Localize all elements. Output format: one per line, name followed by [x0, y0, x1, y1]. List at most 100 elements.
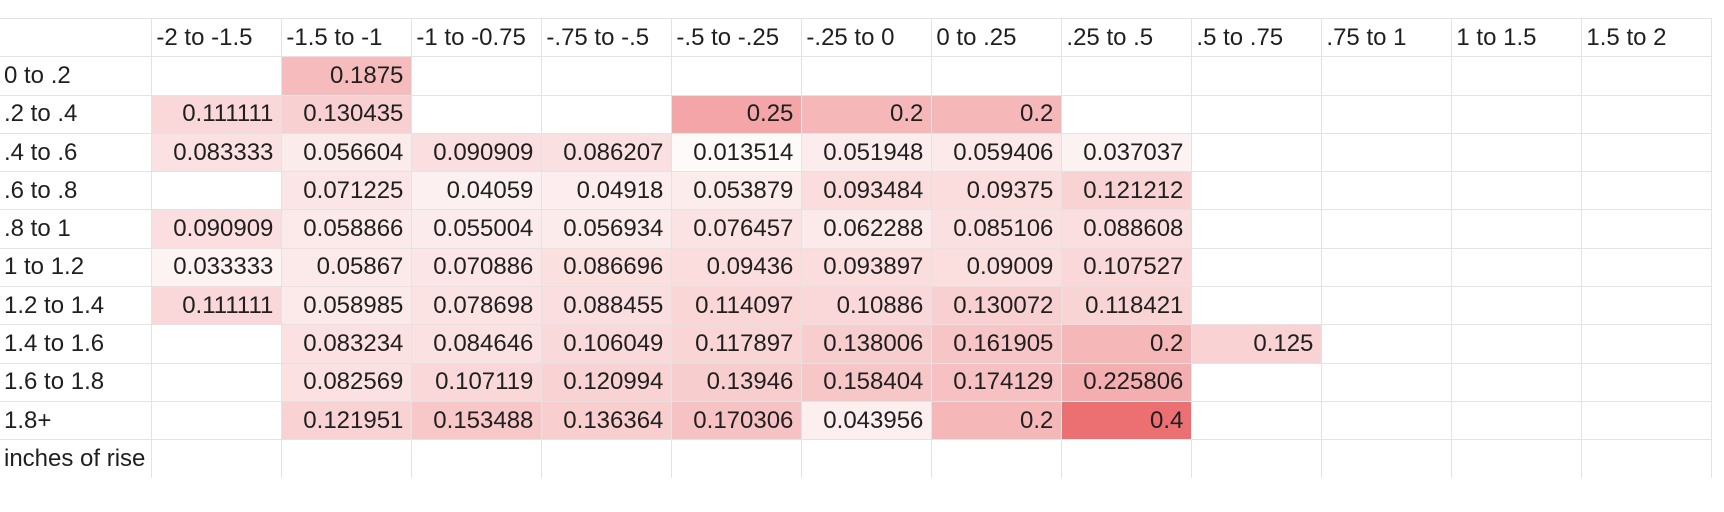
- column-header-cell[interactable]: -1.5 to -1: [281, 17, 413, 58]
- value-cell[interactable]: 0.111111: [151, 95, 283, 134]
- column-header-cell[interactable]: 1.5 to 2: [1581, 17, 1713, 58]
- value-cell[interactable]: [671, 439, 803, 479]
- value-cell[interactable]: 0.120994: [541, 363, 673, 402]
- row-label-cell[interactable]: 1.2 to 1.4: [0, 286, 153, 326]
- column-header-cell[interactable]: -.25 to 0: [801, 17, 933, 58]
- value-cell[interactable]: [541, 56, 673, 96]
- value-cell[interactable]: [801, 439, 933, 479]
- value-cell[interactable]: [1191, 439, 1323, 479]
- value-cell[interactable]: [1321, 133, 1453, 173]
- value-cell[interactable]: 0.130072: [931, 286, 1063, 326]
- value-cell[interactable]: [1581, 133, 1713, 173]
- value-cell[interactable]: [1581, 363, 1713, 402]
- value-cell[interactable]: 0.090909: [411, 133, 543, 173]
- value-cell[interactable]: [1321, 439, 1453, 479]
- value-cell[interactable]: [1061, 56, 1193, 96]
- value-cell[interactable]: [1451, 95, 1583, 134]
- value-cell[interactable]: [1581, 95, 1713, 134]
- column-header-cell[interactable]: .25 to .5: [1061, 17, 1193, 58]
- value-cell[interactable]: [1321, 248, 1453, 288]
- row-label-cell[interactable]: .2 to .4: [0, 95, 153, 134]
- value-cell[interactable]: [411, 56, 543, 96]
- row-label-cell[interactable]: .6 to .8: [0, 171, 153, 211]
- value-cell[interactable]: [1321, 171, 1453, 211]
- value-cell[interactable]: 0.121212: [1061, 171, 1193, 211]
- value-cell[interactable]: 0.130435: [281, 95, 413, 134]
- value-cell[interactable]: 0.2: [801, 95, 933, 134]
- value-cell[interactable]: [1061, 439, 1193, 479]
- value-cell[interactable]: 0.107527: [1061, 248, 1193, 288]
- value-cell[interactable]: 0.117897: [671, 324, 803, 364]
- value-cell[interactable]: [1451, 439, 1583, 479]
- value-cell[interactable]: 0.111111: [151, 286, 283, 326]
- value-cell[interactable]: 0.033333: [151, 248, 283, 288]
- value-cell[interactable]: 0.125: [1191, 324, 1323, 364]
- value-cell[interactable]: 0.086696: [541, 248, 673, 288]
- value-cell[interactable]: [1581, 324, 1713, 364]
- value-cell[interactable]: [151, 324, 283, 364]
- value-cell[interactable]: [1581, 286, 1713, 326]
- row-label-cell[interactable]: inches of rise: [0, 439, 153, 479]
- value-cell[interactable]: [1321, 56, 1453, 96]
- value-cell[interactable]: [1451, 248, 1583, 288]
- value-cell[interactable]: [1581, 209, 1713, 249]
- value-cell[interactable]: [1451, 56, 1583, 96]
- row-label-cell[interactable]: 1.4 to 1.6: [0, 324, 153, 364]
- value-cell[interactable]: 0.083234: [281, 324, 413, 364]
- value-cell[interactable]: 0.114097: [671, 286, 803, 326]
- value-cell[interactable]: [151, 439, 283, 479]
- column-header-cell[interactable]: 1 to 1.5: [1451, 17, 1583, 58]
- value-cell[interactable]: [1581, 56, 1713, 96]
- value-cell[interactable]: [151, 56, 283, 96]
- value-cell[interactable]: [1191, 363, 1323, 402]
- value-cell[interactable]: 0.056934: [541, 209, 673, 249]
- column-header-cell[interactable]: .5 to .75: [1191, 17, 1323, 58]
- column-header-cell[interactable]: -1 to -0.75: [411, 17, 543, 58]
- value-cell[interactable]: [1581, 439, 1713, 479]
- value-cell[interactable]: 0.090909: [151, 209, 283, 249]
- value-cell[interactable]: 0.085106: [931, 209, 1063, 249]
- value-cell[interactable]: [1451, 324, 1583, 364]
- value-cell[interactable]: [1581, 171, 1713, 211]
- value-cell[interactable]: 0.04059: [411, 171, 543, 211]
- value-cell[interactable]: [151, 363, 283, 402]
- value-cell[interactable]: 0.059406: [931, 133, 1063, 173]
- value-cell[interactable]: [1321, 324, 1453, 364]
- corner-cell[interactable]: [0, 17, 153, 58]
- value-cell[interactable]: [281, 439, 413, 479]
- value-cell[interactable]: [411, 95, 543, 134]
- value-cell[interactable]: 0.076457: [671, 209, 803, 249]
- value-cell[interactable]: 0.058985: [281, 286, 413, 326]
- value-cell[interactable]: [1191, 133, 1323, 173]
- value-cell[interactable]: 0.088608: [1061, 209, 1193, 249]
- value-cell[interactable]: 0.174129: [931, 363, 1063, 402]
- value-cell[interactable]: [1451, 171, 1583, 211]
- value-cell[interactable]: 0.078698: [411, 286, 543, 326]
- value-cell[interactable]: [931, 439, 1063, 479]
- value-cell[interactable]: [541, 95, 673, 134]
- value-cell[interactable]: 0.13946: [671, 363, 803, 402]
- row-label-cell[interactable]: 1 to 1.2: [0, 248, 153, 288]
- value-cell[interactable]: [1191, 56, 1323, 96]
- value-cell[interactable]: 0.106049: [541, 324, 673, 364]
- row-label-cell[interactable]: 1.8+: [0, 401, 153, 441]
- value-cell[interactable]: 0.136364: [541, 401, 673, 441]
- value-cell[interactable]: 0.05867: [281, 248, 413, 288]
- value-cell[interactable]: [1321, 286, 1453, 326]
- value-cell[interactable]: [1451, 133, 1583, 173]
- value-cell[interactable]: [1581, 401, 1713, 441]
- value-cell[interactable]: 0.09009: [931, 248, 1063, 288]
- value-cell[interactable]: 0.158404: [801, 363, 933, 402]
- value-cell[interactable]: 0.037037: [1061, 133, 1193, 173]
- value-cell[interactable]: [541, 439, 673, 479]
- value-cell[interactable]: 0.121951: [281, 401, 413, 441]
- value-cell[interactable]: [1321, 401, 1453, 441]
- value-cell[interactable]: [1321, 209, 1453, 249]
- value-cell[interactable]: 0.153488: [411, 401, 543, 441]
- value-cell[interactable]: 0.084646: [411, 324, 543, 364]
- value-cell[interactable]: [1321, 363, 1453, 402]
- value-cell[interactable]: [801, 56, 933, 96]
- value-cell[interactable]: [1451, 363, 1583, 402]
- value-cell[interactable]: 0.058866: [281, 209, 413, 249]
- value-cell[interactable]: 0.1875: [281, 56, 413, 96]
